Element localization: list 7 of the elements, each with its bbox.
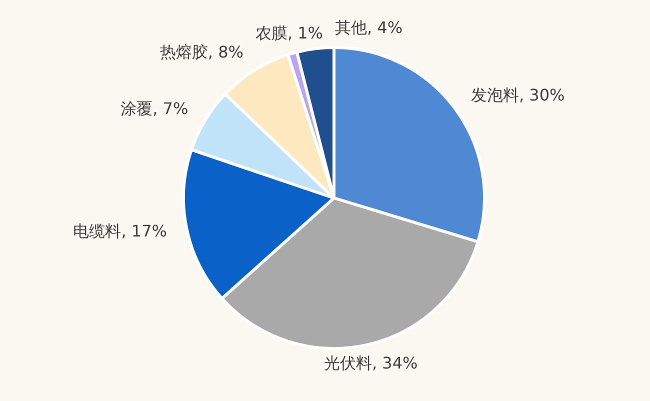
slice-label: 电缆料, 17% [73, 221, 167, 240]
slice-label: 农膜, 1% [255, 23, 324, 42]
slice-label: 光伏料, 34% [324, 354, 418, 373]
slice-label: 涂覆, 7% [120, 98, 188, 118]
slice-label: 热熔胶, 8% [160, 42, 244, 62]
slice-label: 其他, 4% [335, 18, 403, 37]
slice-label: 发泡料, 30% [470, 86, 565, 105]
